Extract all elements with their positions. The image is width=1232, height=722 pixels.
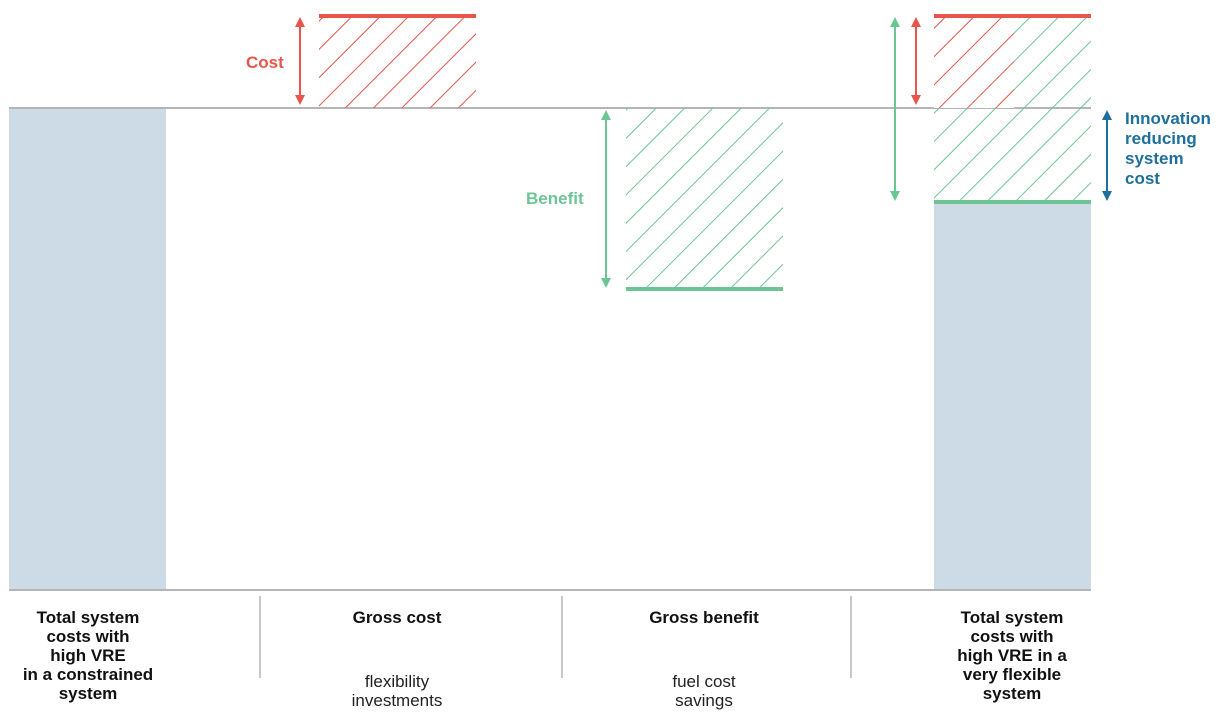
column-title-flexible: Total system costs with high VRE in a ve… [924,608,1100,703]
title-line: system [982,684,1042,703]
innovation-line: Innovation [1125,109,1211,128]
title-line: system [58,684,118,703]
subtitle-line: flexibility [364,672,430,691]
cost-label: Cost [246,53,284,72]
title-line: Total system [960,608,1064,627]
title-line: high VRE [50,646,126,665]
column-title-constrained: Total system costs with high VRE in a co… [0,608,176,703]
benefit-label: Benefit [526,189,584,208]
innovation-line: cost [1125,169,1160,188]
title-line: Total system [36,608,140,627]
innovation-label: Innovation reducing system cost [1125,109,1211,189]
bar-flexible-system [934,202,1091,590]
title-line: costs with [46,627,130,646]
subtitle-line: fuel cost [672,672,736,691]
title-line: in a constrained [22,665,154,684]
column-subtitle-gross-benefit: fuel cost savings [624,672,784,710]
subtitle-line: investments [351,691,443,710]
innovation-line: system [1125,149,1184,168]
net-red-hatch [934,15,1014,108]
title-line: Gross cost [352,608,442,627]
title-line: Gross benefit [649,608,759,627]
column-title-gross-benefit: Gross benefit [624,608,784,627]
bar-constrained-system [9,108,166,590]
gross-cost-block [319,15,476,108]
subtitle-line: savings [675,691,733,710]
innovation-line: reducing [1125,129,1197,148]
gross-benefit-block [626,108,783,289]
column-subtitle-gross-cost: flexibility investments [317,672,477,710]
column-title-gross-cost: Gross cost [317,608,477,627]
title-line: costs with [970,627,1054,646]
title-line: high VRE in a [957,646,1067,665]
title-line: very flexible [962,665,1062,684]
